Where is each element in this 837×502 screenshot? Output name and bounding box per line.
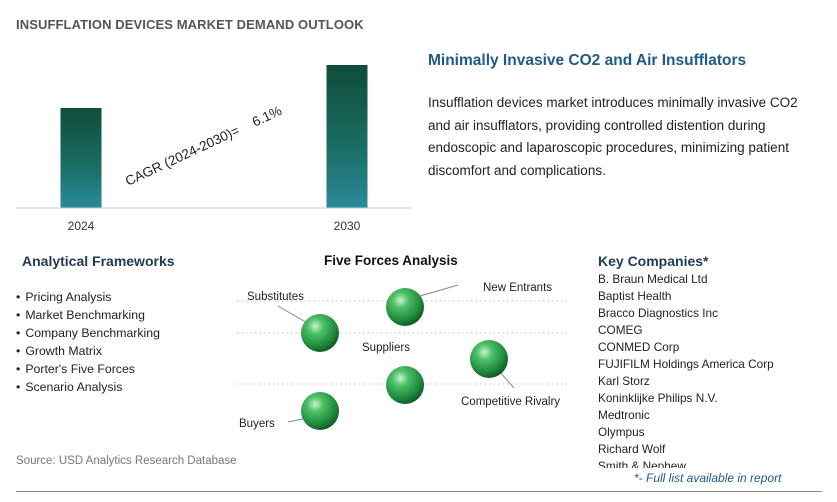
list-item: FUJIFILM Holdings America Corp — [598, 357, 774, 371]
key-companies-list: B. Braun Medical Ltd Baptist Health Brac… — [598, 271, 774, 468]
demand-bar-chart: 2024 2030 CAGR (2024-2030)= 6.1% — [16, 65, 412, 233]
substitutes-label: Substitutes — [247, 291, 304, 303]
buyers-label: Buyers — [239, 418, 275, 430]
list-item: Scenario Analysis — [16, 378, 160, 396]
frameworks-title: Analytical Frameworks — [22, 253, 175, 269]
full-list-note: *- Full list available in report — [634, 471, 782, 485]
list-item: Koninklijke Philips N.V. — [598, 391, 718, 405]
list-item: Smith & Nephew — [598, 459, 686, 468]
list-item: Pricing Analysis — [16, 288, 160, 306]
five-forces-title: Five Forces Analysis — [324, 253, 458, 268]
list-item: COMEG — [598, 323, 643, 337]
list-item: Olympus — [598, 425, 645, 439]
divider — [16, 491, 822, 492]
connector-line — [499, 371, 515, 389]
connector-line — [419, 284, 459, 297]
list-item: Growth Matrix — [16, 342, 160, 360]
list-item: Richard Wolf — [598, 442, 666, 456]
x-tick-label-2024: 2024 — [68, 219, 95, 233]
new-entrants-label: New Entrants — [483, 282, 552, 294]
competitive-rivalry-sphere — [470, 340, 508, 378]
x-tick-label-2030: 2030 — [334, 219, 361, 233]
list-item: CONMED Corp — [598, 340, 680, 354]
list-item: Market Benchmarking — [16, 306, 160, 324]
bar-2024 — [60, 108, 102, 208]
list-item: Karl Storz — [598, 374, 650, 388]
new-entrants-sphere — [386, 288, 424, 326]
list-item: Porter's Five Forces — [16, 360, 160, 378]
suppliers-label: Suppliers — [362, 342, 410, 354]
list-item: Medtronic — [598, 408, 650, 422]
list-item: Bracco Diagnostics Inc — [598, 306, 718, 320]
summary-text: Insufflation devices market introduces m… — [428, 95, 798, 178]
suppliers-sphere — [386, 366, 424, 404]
summary-title: Minimally Invasive CO2 and Air Insufflat… — [428, 52, 747, 69]
frameworks-list: Pricing Analysis Market Benchmarking Com… — [16, 288, 160, 396]
list-item: Baptist Health — [598, 289, 672, 303]
cagr-annotation: CAGR (2024-2030)= 6.1% — [123, 103, 284, 189]
substitutes-sphere — [301, 314, 339, 352]
page-title: INSUFFLATION DEVICES MARKET DEMAND OUTLO… — [16, 17, 364, 32]
cagr-value: 6.1% — [250, 103, 284, 130]
list-item: B. Braun Medical Ltd — [598, 272, 708, 286]
buyers-sphere — [301, 392, 339, 430]
five-forces-diagram: Substitutes New Entrants Suppliers Compe… — [237, 282, 567, 430]
source-note: Source: USD Analytics Research Database — [16, 455, 237, 467]
cagr-label: CAGR (2024-2030)= — [123, 123, 242, 189]
competitive-rivalry-label: Competitive Rivalry — [461, 396, 560, 408]
bar-2030 — [326, 65, 368, 208]
list-item: Company Benchmarking — [16, 324, 160, 342]
key-companies-title: Key Companies* — [598, 253, 709, 269]
